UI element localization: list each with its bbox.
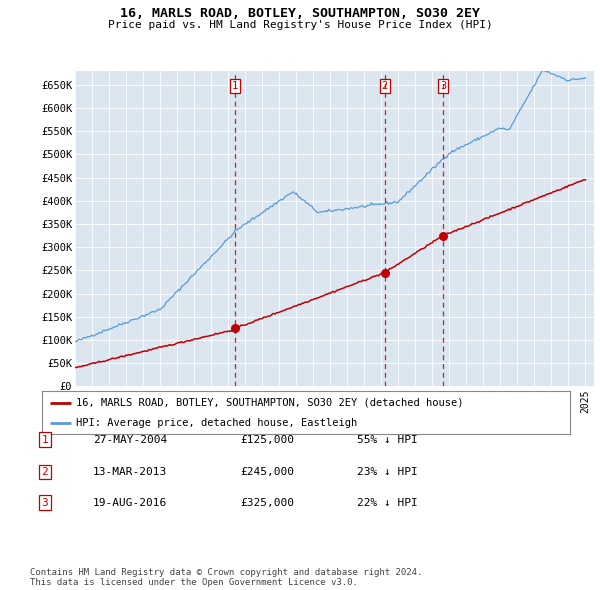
Text: 19-AUG-2016: 19-AUG-2016 [93, 498, 167, 507]
Text: Contains HM Land Registry data © Crown copyright and database right 2024.
This d: Contains HM Land Registry data © Crown c… [30, 568, 422, 587]
Text: £125,000: £125,000 [240, 435, 294, 444]
Text: 1: 1 [41, 435, 49, 444]
Text: 2: 2 [382, 81, 388, 91]
Text: Price paid vs. HM Land Registry's House Price Index (HPI): Price paid vs. HM Land Registry's House … [107, 20, 493, 30]
Text: £325,000: £325,000 [240, 498, 294, 507]
Text: 16, MARLS ROAD, BOTLEY, SOUTHAMPTON, SO30 2EY: 16, MARLS ROAD, BOTLEY, SOUTHAMPTON, SO3… [120, 7, 480, 20]
Text: 23% ↓ HPI: 23% ↓ HPI [357, 467, 418, 477]
Text: 3: 3 [440, 81, 446, 91]
Text: 13-MAR-2013: 13-MAR-2013 [93, 467, 167, 477]
Text: 55% ↓ HPI: 55% ↓ HPI [357, 435, 418, 444]
Text: 27-MAY-2004: 27-MAY-2004 [93, 435, 167, 444]
Text: 3: 3 [41, 498, 49, 507]
Text: 2: 2 [41, 467, 49, 477]
Text: £245,000: £245,000 [240, 467, 294, 477]
Text: 16, MARLS ROAD, BOTLEY, SOUTHAMPTON, SO30 2EY (detached house): 16, MARLS ROAD, BOTLEY, SOUTHAMPTON, SO3… [76, 398, 464, 408]
Text: HPI: Average price, detached house, Eastleigh: HPI: Average price, detached house, East… [76, 418, 358, 428]
Text: 22% ↓ HPI: 22% ↓ HPI [357, 498, 418, 507]
Text: 1: 1 [232, 81, 238, 91]
